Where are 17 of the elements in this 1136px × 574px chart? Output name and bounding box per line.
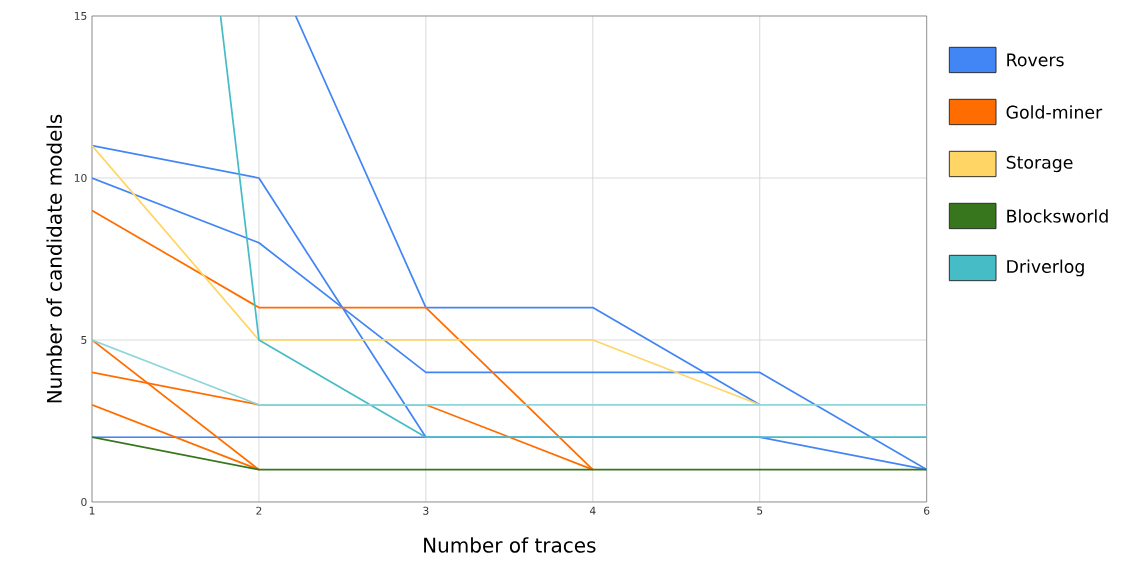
x-tick-label: 3 [423, 506, 429, 515]
x-axis-title: Number of traces [424, 537, 596, 553]
x-tick-label: 6 [924, 506, 930, 515]
legend-label: Storage [1006, 155, 1073, 173]
legend-label: Blocksworld [1007, 209, 1108, 223]
y-axis-title: Number of candidate models [46, 114, 62, 403]
x-tick-label: 4 [589, 506, 596, 515]
y-tick-label: 5 [81, 336, 87, 344]
x-tick-label: 5 [757, 506, 763, 515]
y-tick-label: 0 [81, 497, 87, 507]
x-tick-label: 1 [89, 506, 95, 515]
legend-label: Rovers [1007, 53, 1064, 67]
x-tick-label: 2 [256, 506, 262, 515]
y-tick-label: 10 [74, 173, 87, 183]
legend-label: Driverlog [1007, 259, 1084, 277]
y-tick-label: 15 [74, 12, 87, 20]
legend-label: Gold-miner [1006, 105, 1103, 119]
